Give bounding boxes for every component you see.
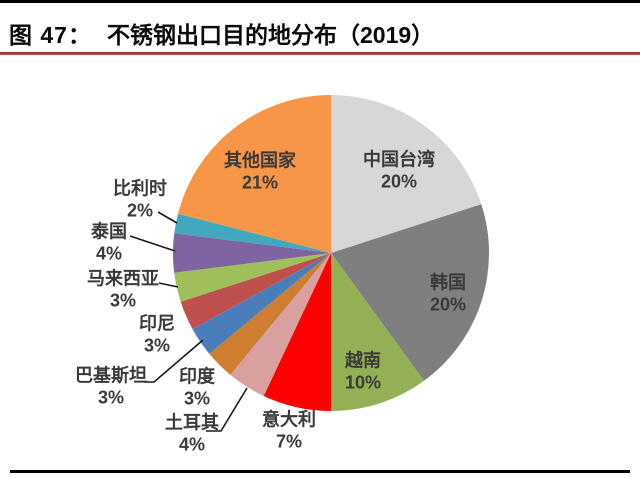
callout-line-thailand xyxy=(129,235,176,252)
callout-line-turkey xyxy=(206,387,248,432)
pie-slice-turkey xyxy=(230,253,331,396)
figure-header: 图 47： 不锈钢出口目的地分布（2019） xyxy=(9,16,434,50)
pie-slice-china-taiwan xyxy=(331,95,482,253)
callout-line-belgium xyxy=(157,211,178,224)
pie-slice-malaysia xyxy=(174,253,331,302)
top-border-rule xyxy=(0,0,640,3)
pie-slice-vietnam xyxy=(331,253,424,411)
pie-slice-italy xyxy=(263,253,331,412)
bottom-border-rule xyxy=(10,470,630,473)
pie-slice-pakistan xyxy=(192,253,331,354)
title-divider-rule xyxy=(0,52,640,55)
pie-slice-thailand xyxy=(172,233,331,273)
pie-slice-other-countries xyxy=(178,95,331,253)
figure-title: 不锈钢出口目的地分布（2019） xyxy=(106,22,435,48)
pie-slice-indonesia xyxy=(180,253,331,330)
pie-slice-south-korea xyxy=(331,204,490,381)
callout-line-pakistan xyxy=(144,339,204,383)
pie-slice-belgium xyxy=(174,213,331,253)
pie-slice-india xyxy=(209,253,331,375)
figure-number-label: 图 47： xyxy=(9,22,92,48)
callout-line-malaysia xyxy=(158,282,179,288)
